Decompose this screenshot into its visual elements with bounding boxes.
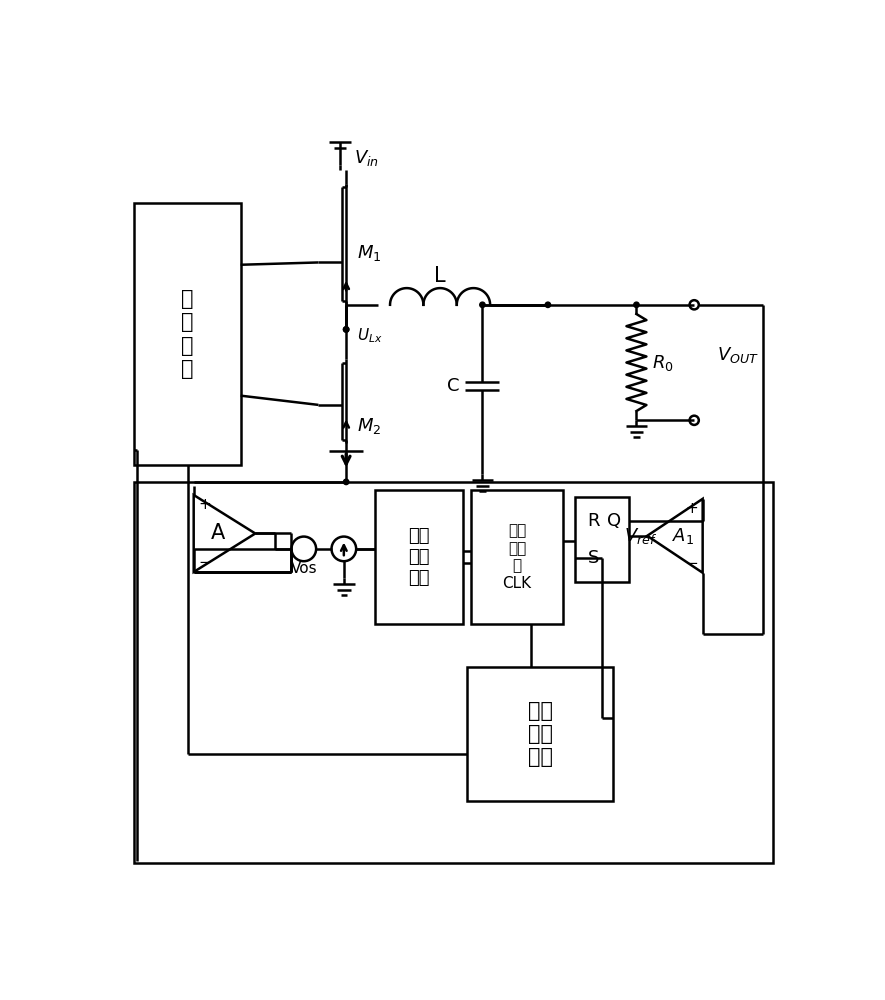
Text: R: R [588,512,600,530]
Bar [575,497,628,582]
Circle shape [343,327,349,332]
Text: 加减
计数
器
CLK: 加减 计数 器 CLK [503,523,532,591]
Text: +: + [686,501,698,516]
Circle shape [480,302,485,307]
Text: 数模
转换
电路: 数模 转换 电路 [408,527,429,587]
Circle shape [343,479,349,485]
Circle shape [343,327,349,332]
Text: Vos: Vos [290,561,317,576]
Text: $U_{Lx}$: $U_{Lx}$ [357,326,382,345]
Bar [471,490,563,624]
Text: −: − [198,555,211,570]
Text: $A_1$: $A_1$ [672,526,694,546]
Text: L: L [435,266,446,286]
Bar [135,203,241,465]
Text: +: + [198,497,211,512]
Text: 时序
逻辑
电路: 时序 逻辑 电路 [527,701,553,767]
Bar [135,482,773,863]
Circle shape [545,302,550,307]
Bar [467,667,613,801]
Text: Q: Q [606,512,620,530]
Text: $M_1$: $M_1$ [357,243,381,263]
Text: A: A [212,523,226,543]
Text: $M_2$: $M_2$ [357,416,381,436]
Text: $R_0$: $R_0$ [652,353,673,373]
Text: $V_{ref}$: $V_{ref}$ [624,526,658,546]
Text: −: − [686,556,698,571]
Text: $V_{in}$: $V_{in}$ [354,148,379,168]
Circle shape [634,302,639,307]
Text: 驱
动
电
路: 驱 动 电 路 [181,289,194,379]
Bar [374,490,463,624]
Text: $V_{OUT}$: $V_{OUT}$ [717,345,759,365]
Text: S: S [588,549,599,567]
Text: C: C [447,377,459,395]
